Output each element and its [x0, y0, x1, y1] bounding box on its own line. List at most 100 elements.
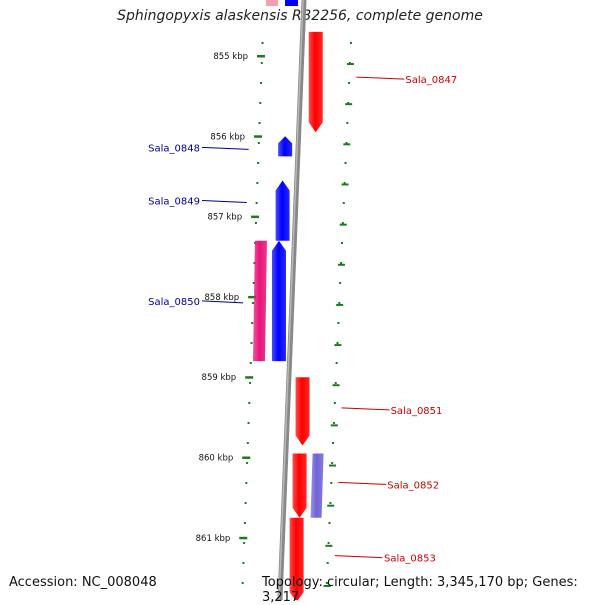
gene-leader-line [201, 199, 247, 203]
sala_0849-label: Sala_0849 [148, 196, 200, 207]
inner-track-dot [249, 362, 252, 364]
outer-track-dot [336, 342, 339, 344]
inner-track-dot [256, 182, 259, 184]
inner-track-dot [243, 542, 246, 544]
outer-track-dot [334, 382, 337, 384]
gene-leader-line [356, 76, 405, 80]
outer-track-dot [325, 582, 328, 584]
gene-leader-line [201, 146, 249, 150]
purple-gene-bar [310, 453, 324, 518]
outer-track-dash [341, 183, 349, 186]
sala_0848-label: Sala_0848 [148, 143, 200, 154]
outer-track-dot [346, 122, 349, 124]
outer-track-dot [328, 522, 331, 524]
inner-track-dot [257, 142, 260, 144]
outer-track-dot [347, 102, 350, 104]
kbp-tick-mark [239, 536, 248, 540]
kbp-tick-label: 858 kbp [205, 293, 240, 303]
outer-track-dot [338, 302, 341, 304]
outer-track-dash [325, 544, 333, 547]
outer-track-dot [345, 142, 348, 144]
outer-track-dash [330, 424, 338, 427]
kbp-tick-mark [242, 456, 251, 459]
outer-track-dash [336, 303, 344, 306]
outer-track-dot [330, 482, 333, 484]
outer-track-dash [345, 103, 353, 106]
outer-track-dot [332, 442, 335, 444]
sala_0852-label: Sala_0852 [387, 480, 439, 491]
kbp-tick-label: 855 kbp [213, 52, 248, 62]
outer-track-dot [340, 262, 343, 264]
pink-gene-bar [252, 240, 267, 362]
gene-leader-line [201, 300, 244, 304]
outer-track-dash [327, 504, 335, 507]
outer-track-dot [340, 242, 343, 244]
inner-track-dot [247, 422, 250, 424]
outer-track-dot [343, 182, 346, 184]
kbp-tick-label: 861 kbp [196, 534, 231, 544]
outer-track-dash [346, 63, 354, 66]
inner-track-dot [259, 102, 262, 104]
outer-track-dot [339, 282, 342, 284]
outer-track-dot [349, 42, 352, 44]
outer-track-dot [337, 322, 340, 324]
outer-track-dash [337, 263, 345, 266]
gene-leader-line [334, 555, 383, 559]
genome-title: Sphingopyxis alaskensis RB2256, complete… [117, 8, 483, 24]
sala_0853-gene-arrow [289, 517, 304, 600]
inner-track-dot [260, 82, 263, 84]
kbp-tick-mark [251, 215, 260, 219]
outer-track-dot [332, 422, 335, 424]
inner-track-dot [243, 522, 246, 524]
kbp-tick-mark [257, 55, 265, 58]
inner-track-dot [246, 442, 249, 444]
partial-gene-top [285, 0, 298, 6]
inner-track-dot [244, 502, 247, 504]
gene-leader-line [338, 481, 387, 485]
sala_0849-gene-arrow [275, 180, 290, 241]
sala_0847-gene-arrow [308, 31, 323, 133]
sala_0847-label: Sala_0847 [405, 75, 457, 86]
inner-track-dot [261, 42, 264, 44]
kbp-tick-label: 856 kbp [210, 132, 245, 142]
inner-track-dot [252, 282, 255, 284]
outer-track-dash [343, 143, 351, 146]
outer-track-dot [327, 542, 330, 544]
outer-track-dot [344, 162, 347, 164]
sala_0852-gene-arrow [292, 453, 307, 518]
outer-track-dash [332, 384, 340, 387]
genome-backbone-highlight [278, 0, 304, 600]
inner-track-dot [251, 302, 254, 304]
outer-track-dot [333, 402, 336, 404]
inner-track-dot [254, 222, 257, 224]
sala_0850-gene-arrow [271, 240, 286, 362]
inner-track-dot [253, 262, 256, 264]
outer-track-dash [339, 223, 347, 226]
kbp-tick-label: 857 kbp [207, 213, 242, 223]
outer-track-dash [323, 584, 331, 587]
sala_0851-label: Sala_0851 [391, 406, 443, 417]
inner-track-dot [258, 122, 261, 124]
inner-track-dot [245, 482, 248, 484]
outer-track-dot [331, 462, 334, 464]
sala_0851-gene-arrow [295, 377, 310, 446]
inner-track-dot [242, 562, 245, 564]
kbp-tick-mark [245, 376, 254, 379]
topology-text: Topology: circular; Length: 3,345,170 bp… [262, 575, 578, 605]
outer-track-dash [334, 344, 342, 347]
inner-track-dot [251, 322, 254, 324]
inner-track-dot [246, 462, 249, 464]
genome-backbone [277, 0, 307, 600]
kbp-tick-label: 860 kbp [199, 454, 234, 464]
outer-track-dot [326, 562, 329, 564]
outer-track-dot [335, 362, 338, 364]
partial-gene-top [266, 0, 278, 6]
outer-track-dot [348, 82, 351, 84]
kbp-tick-mark [254, 135, 263, 138]
outer-track-dot [329, 502, 332, 504]
inner-track-dot [255, 202, 258, 204]
inner-track-dot [241, 582, 244, 584]
kbp-tick-label: 859 kbp [202, 373, 237, 383]
gene-leader-line [341, 407, 390, 411]
